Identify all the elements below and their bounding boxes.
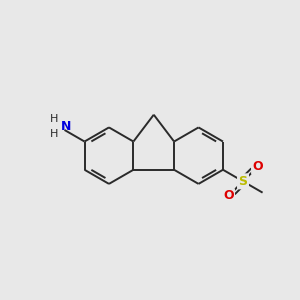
Text: S: S bbox=[238, 175, 247, 188]
Text: O: O bbox=[252, 160, 263, 173]
Text: O: O bbox=[223, 189, 234, 202]
Text: N: N bbox=[61, 120, 71, 133]
Text: H: H bbox=[50, 114, 59, 124]
Text: H: H bbox=[50, 129, 59, 139]
